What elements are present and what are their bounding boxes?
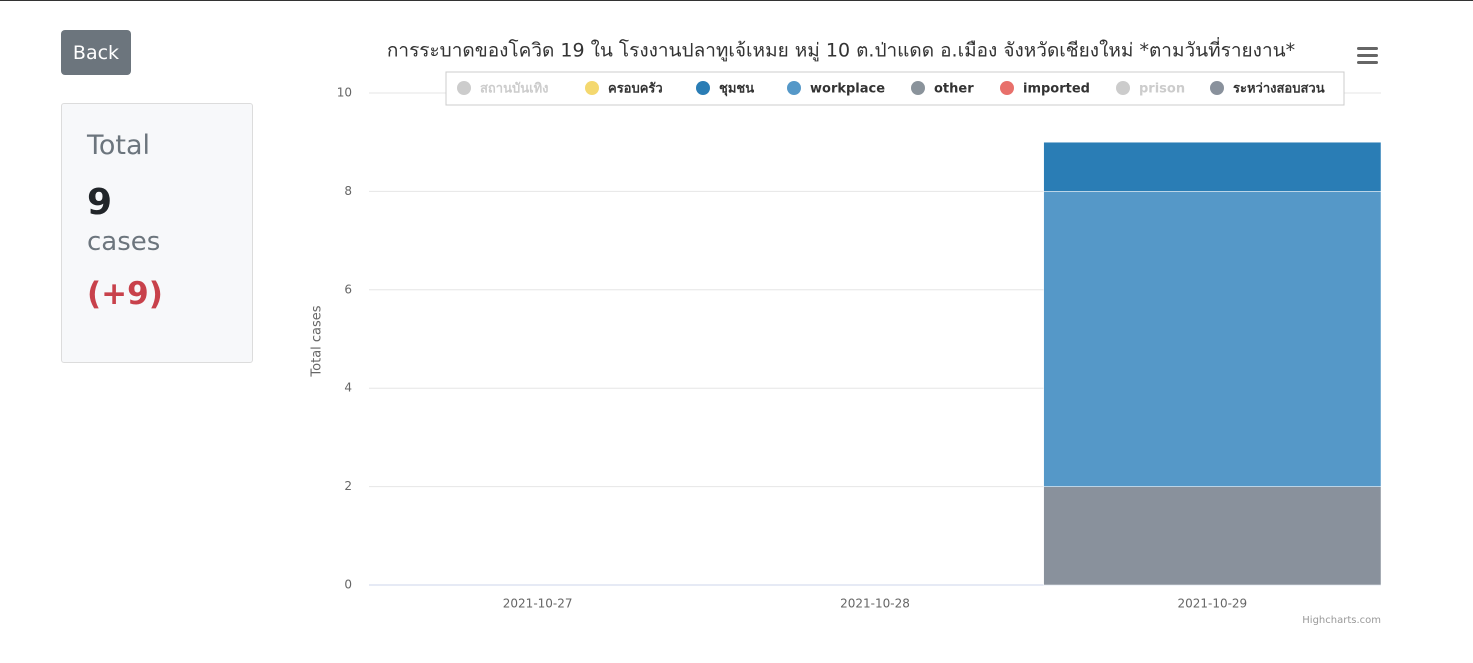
bar-segment [1043, 486, 1382, 586]
total-change: (+9) [87, 276, 163, 312]
legend-marker [457, 81, 471, 95]
menu-icon[interactable] [1357, 47, 1378, 64]
legend-label: imported [1023, 82, 1090, 97]
credits: Highcharts.com [1302, 615, 1381, 626]
total-title: Total [87, 130, 151, 161]
legend-label: ชุมชน [719, 82, 754, 97]
legend-box [445, 71, 1345, 106]
total-unit: cases [87, 227, 161, 257]
x-tick-label: 2021-10-28 [840, 597, 910, 611]
legend-marker [787, 81, 801, 95]
total-count: 9 [87, 182, 113, 223]
y-tick-label: 10 [337, 86, 352, 100]
legend-label: prison [1139, 82, 1185, 97]
total-card: Total 9 cases (+9) [61, 103, 253, 363]
y-tick-label: 0 [344, 578, 352, 592]
y-axis-title: Total cases [310, 305, 325, 377]
bar-segment [1043, 141, 1382, 192]
legend-marker [1116, 81, 1130, 95]
back-button[interactable]: Back [61, 30, 131, 75]
legend-marker [696, 81, 710, 95]
menu-bar[interactable] [1357, 61, 1378, 64]
legend-label: ระหว่างสอบสวน [1233, 82, 1325, 97]
legend-marker [585, 81, 599, 95]
bar-segment [1043, 191, 1382, 487]
legend-label: ครอบครัว [608, 82, 663, 97]
y-tick-label: 4 [344, 381, 352, 395]
menu-bar[interactable] [1357, 47, 1378, 50]
legend-marker [1000, 81, 1014, 95]
chart-title: การระบาดของโควิด 19 ใน โรงงานปลาทูเจ้เหม… [387, 37, 1295, 62]
legend-label: other [934, 82, 974, 97]
legend-marker [1210, 81, 1224, 95]
y-tick-label: 2 [344, 479, 352, 493]
menu-bar[interactable] [1357, 54, 1378, 57]
y-tick-label: 6 [344, 282, 352, 296]
legend-marker [911, 81, 925, 95]
x-tick-label: 2021-10-29 [1177, 597, 1247, 611]
y-tick-label: 8 [344, 184, 352, 198]
legend-label: สถานบันเทิง [480, 82, 549, 97]
legend-label: workplace [810, 82, 885, 97]
x-tick-label: 2021-10-27 [503, 597, 573, 611]
